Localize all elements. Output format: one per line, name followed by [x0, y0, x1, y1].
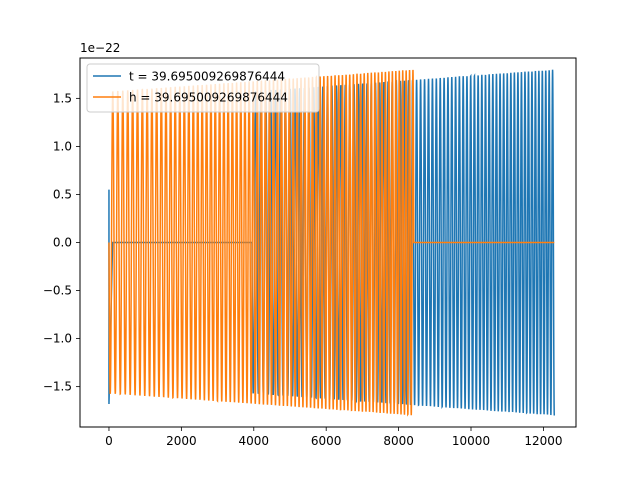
- y-tick-label: −1.5: [43, 380, 72, 394]
- x-tick-label: 8000: [383, 434, 414, 448]
- x-tick-label: 4000: [239, 434, 270, 448]
- legend: t = 39.695009269876444 h = 39.6950092698…: [86, 63, 320, 113]
- y-tick-label: −0.5: [43, 284, 72, 298]
- series-layer: [108, 69, 556, 417]
- x-tick-label: 6000: [311, 434, 342, 448]
- x-tick-label: 0: [105, 434, 113, 448]
- x-tick-label: 12000: [524, 434, 562, 448]
- y-tick-label: 0.5: [53, 187, 72, 201]
- x-tick-label: 10000: [452, 434, 490, 448]
- y-offset-label: 1e−22: [80, 41, 120, 55]
- y-tick-label: 1.0: [53, 139, 72, 153]
- y-axis: −1.5 −1.0 −0.5 0.0 0.5 1.0 1.5: [43, 91, 80, 394]
- x-axis: 0 2000 4000 6000 8000 10000 12000: [105, 427, 563, 448]
- legend-label-h: h = 39.695009269876444: [129, 91, 288, 105]
- x-tick-label: 2000: [166, 434, 197, 448]
- y-tick-label: −1.0: [43, 332, 72, 346]
- legend-box: [86, 63, 320, 113]
- legend-label-t: t = 39.695009269876444: [129, 70, 285, 84]
- y-tick-label: 0.0: [53, 236, 72, 250]
- y-tick-label: 1.5: [53, 91, 72, 105]
